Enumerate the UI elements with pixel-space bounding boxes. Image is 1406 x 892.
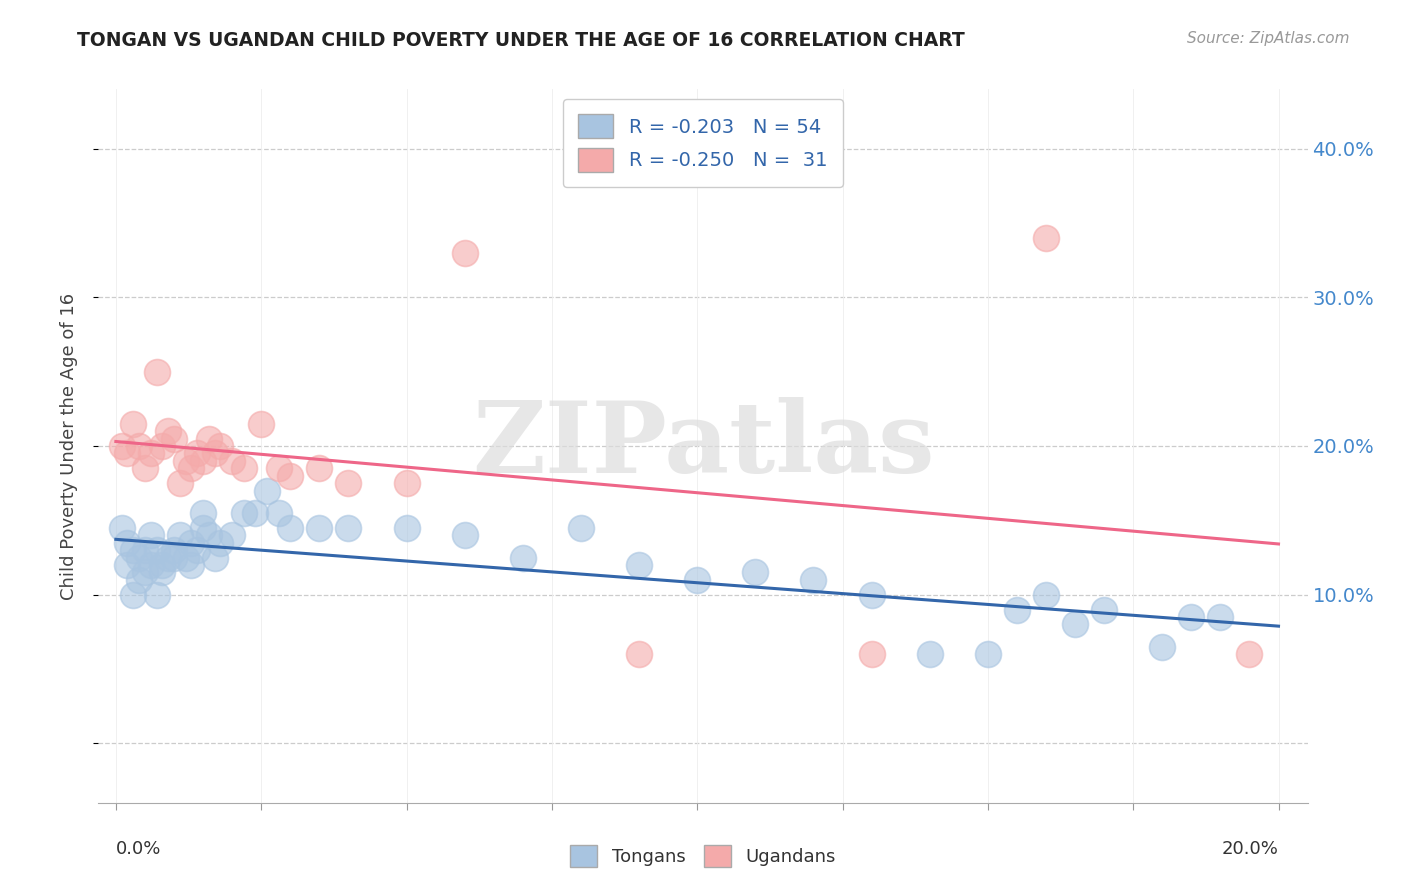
Point xyxy=(512,550,534,565)
Point xyxy=(139,446,162,460)
Point xyxy=(111,439,134,453)
Point xyxy=(1092,602,1115,616)
Point xyxy=(1064,617,1087,632)
Text: Source: ZipAtlas.com: Source: ZipAtlas.com xyxy=(1187,31,1350,46)
Point xyxy=(163,432,186,446)
Point xyxy=(1005,602,1028,616)
Point xyxy=(122,588,145,602)
Point xyxy=(150,558,173,572)
Point xyxy=(186,543,208,558)
Point xyxy=(232,461,254,475)
Point xyxy=(744,566,766,580)
Point xyxy=(198,528,221,542)
Point xyxy=(209,535,232,549)
Point xyxy=(221,454,243,468)
Point xyxy=(209,439,232,453)
Point xyxy=(278,521,301,535)
Point xyxy=(1239,647,1261,661)
Point xyxy=(278,468,301,483)
Point xyxy=(977,647,1000,661)
Point xyxy=(1035,588,1057,602)
Point xyxy=(204,550,226,565)
Point xyxy=(111,521,134,535)
Point xyxy=(221,528,243,542)
Point xyxy=(150,566,173,580)
Point xyxy=(395,521,418,535)
Point xyxy=(232,506,254,520)
Point xyxy=(122,543,145,558)
Point xyxy=(134,543,156,558)
Point xyxy=(145,365,167,379)
Point xyxy=(169,476,191,491)
Text: ZIPatlas: ZIPatlas xyxy=(472,398,934,494)
Point xyxy=(180,461,202,475)
Point xyxy=(145,588,167,602)
Point xyxy=(1035,231,1057,245)
Point xyxy=(128,550,150,565)
Point xyxy=(157,550,180,565)
Point xyxy=(117,535,139,549)
Legend: R = -0.203   N = 54, R = -0.250   N =  31: R = -0.203 N = 54, R = -0.250 N = 31 xyxy=(562,99,844,187)
Point xyxy=(918,647,941,661)
Point xyxy=(803,573,825,587)
Point xyxy=(191,521,214,535)
Point xyxy=(860,588,883,602)
Point xyxy=(163,550,186,565)
Point xyxy=(860,647,883,661)
Point xyxy=(134,461,156,475)
Point xyxy=(1152,640,1174,654)
Point xyxy=(204,446,226,460)
Text: TONGAN VS UGANDAN CHILD POVERTY UNDER THE AGE OF 16 CORRELATION CHART: TONGAN VS UGANDAN CHILD POVERTY UNDER TH… xyxy=(77,31,965,50)
Point xyxy=(686,573,709,587)
Point xyxy=(250,417,273,431)
Point xyxy=(245,506,267,520)
Point xyxy=(128,573,150,587)
Point xyxy=(134,566,156,580)
Point xyxy=(180,535,202,549)
Point xyxy=(122,417,145,431)
Point xyxy=(139,558,162,572)
Point xyxy=(157,424,180,438)
Point xyxy=(128,439,150,453)
Point xyxy=(256,483,278,498)
Y-axis label: Child Poverty Under the Age of 16: Child Poverty Under the Age of 16 xyxy=(59,293,77,599)
Point xyxy=(174,550,197,565)
Point xyxy=(628,558,651,572)
Point xyxy=(453,245,475,260)
Point xyxy=(267,506,290,520)
Point xyxy=(117,446,139,460)
Point xyxy=(145,543,167,558)
Point xyxy=(191,506,214,520)
Point xyxy=(186,446,208,460)
Point xyxy=(453,528,475,542)
Point xyxy=(174,454,197,468)
Point xyxy=(267,461,290,475)
Point xyxy=(337,476,360,491)
Point xyxy=(1180,610,1202,624)
Point xyxy=(569,521,592,535)
Point xyxy=(139,528,162,542)
Point xyxy=(180,558,202,572)
Point xyxy=(395,476,418,491)
Point xyxy=(308,461,330,475)
Point xyxy=(1209,610,1232,624)
Point xyxy=(117,558,139,572)
Point xyxy=(308,521,330,535)
Point xyxy=(337,521,360,535)
Point xyxy=(150,439,173,453)
Text: 20.0%: 20.0% xyxy=(1222,840,1278,858)
Point xyxy=(191,454,214,468)
Text: 0.0%: 0.0% xyxy=(115,840,162,858)
Point xyxy=(628,647,651,661)
Legend: Tongans, Ugandans: Tongans, Ugandans xyxy=(564,838,842,874)
Point xyxy=(169,528,191,542)
Point xyxy=(198,432,221,446)
Point xyxy=(163,543,186,558)
